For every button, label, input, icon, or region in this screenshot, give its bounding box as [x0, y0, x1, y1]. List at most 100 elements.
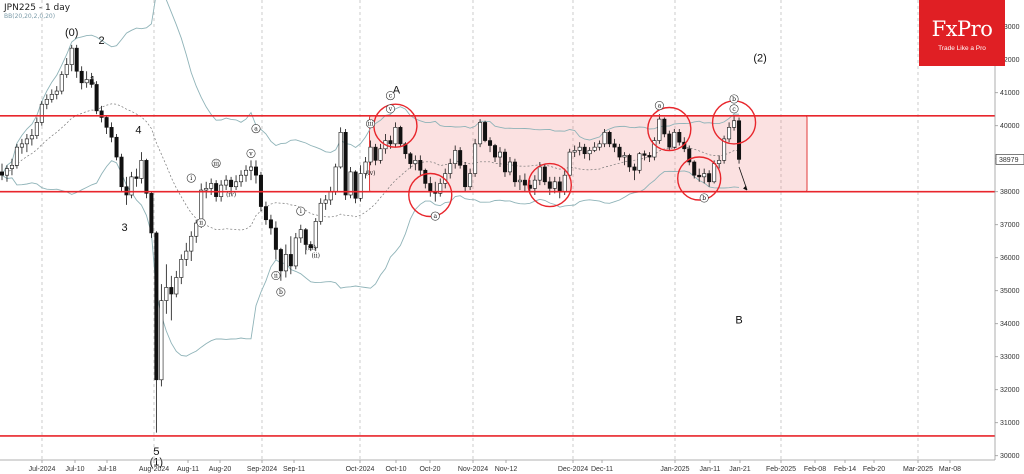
candle-body	[667, 133, 672, 148]
candle-body	[418, 160, 423, 171]
turning-point-circle	[408, 172, 453, 218]
candle-body	[562, 174, 567, 192]
candle	[702, 168, 707, 184]
turning-point-circle	[647, 106, 692, 152]
candle-body	[169, 287, 174, 295]
sub-wave-label: v	[388, 106, 393, 113]
candle	[129, 171, 134, 199]
candle	[24, 133, 29, 153]
candle-body	[159, 300, 164, 381]
candle	[373, 143, 378, 166]
candle-body	[29, 135, 34, 140]
candle-body	[54, 90, 59, 95]
candle	[522, 173, 527, 192]
candle-body	[14, 146, 19, 166]
current-price-box	[995, 154, 1024, 165]
candle-body	[263, 206, 268, 221]
candle	[587, 147, 592, 161]
candle-body	[79, 70, 84, 84]
candle-body	[517, 179, 522, 183]
candle	[214, 180, 219, 202]
candle-body	[612, 143, 617, 148]
candle	[194, 219, 199, 243]
time-tick-label: Mar-08	[939, 466, 961, 473]
candle-body	[493, 145, 498, 158]
candle-body	[423, 169, 428, 184]
sub-wave-label: b	[732, 96, 736, 103]
candle-body	[283, 254, 288, 272]
price-tick-label: 38000	[1000, 189, 1020, 196]
candle	[268, 214, 273, 235]
candle	[647, 152, 652, 162]
sub-wave-circle	[729, 104, 739, 114]
candle-body	[632, 166, 637, 171]
candle	[0, 163, 5, 181]
candle	[597, 140, 602, 151]
time-tick-label: Nov-12	[495, 466, 518, 473]
candle	[692, 160, 697, 179]
candle-body	[473, 143, 478, 174]
candle	[642, 150, 647, 161]
candle	[617, 143, 622, 161]
candle	[79, 66, 84, 90]
candle-body	[318, 202, 323, 222]
candle	[737, 117, 742, 164]
candle-body	[373, 146, 378, 161]
candle	[507, 157, 512, 176]
candle	[632, 163, 637, 181]
candle-body	[0, 171, 5, 176]
time-tick-label: Aug-2024	[139, 466, 169, 473]
candle-body	[587, 150, 592, 155]
candle	[582, 143, 587, 159]
candle	[497, 147, 502, 167]
candle-body	[39, 103, 44, 123]
candle-body	[109, 127, 114, 138]
price-tick-label: 34000	[1000, 321, 1020, 328]
candle	[592, 142, 597, 153]
candle	[572, 145, 577, 158]
price-tick-label: 31000	[1000, 420, 1020, 427]
sub-wave-circle	[385, 104, 395, 114]
candle-body	[478, 122, 483, 145]
candle-body	[328, 191, 333, 201]
candle	[552, 176, 557, 194]
grid-layer	[41, 0, 919, 460]
wave-label: 1	[90, 75, 96, 87]
candle	[488, 137, 493, 153]
candle-body	[114, 136, 119, 158]
candle-body	[209, 183, 214, 189]
candle-body	[124, 186, 129, 196]
candle	[423, 168, 428, 189]
candle-body	[353, 171, 358, 199]
candle-body	[179, 259, 184, 278]
candle-body	[542, 166, 547, 183]
candle	[368, 140, 373, 166]
candle-body	[308, 244, 313, 249]
candles	[0, 44, 742, 433]
candle-body	[458, 150, 463, 166]
sub-wave-label: a	[433, 213, 437, 220]
time-tick-label: Jan-2025	[660, 466, 689, 473]
time-tick-label: Feb-08	[804, 466, 826, 473]
wave-label: 5	[153, 446, 159, 458]
candle-body	[184, 250, 189, 260]
candle-body	[607, 132, 612, 145]
candle-body	[144, 160, 149, 194]
candle	[353, 170, 358, 204]
candle-body	[288, 254, 293, 267]
time-tick-label: Feb-20	[863, 466, 885, 473]
candle-body	[697, 174, 702, 178]
logo-name: FxPro	[931, 17, 993, 41]
candle	[273, 221, 278, 260]
time-tick-label: Dec-11	[591, 466, 613, 473]
candle-body	[239, 174, 244, 183]
time-tick-label: Feb-2025	[766, 466, 796, 473]
projection-arrow-head	[743, 185, 748, 191]
candle	[727, 122, 732, 143]
candle	[293, 232, 298, 270]
candle	[398, 125, 403, 148]
candle	[313, 218, 318, 252]
candle-body	[119, 156, 124, 188]
candle	[159, 284, 164, 387]
